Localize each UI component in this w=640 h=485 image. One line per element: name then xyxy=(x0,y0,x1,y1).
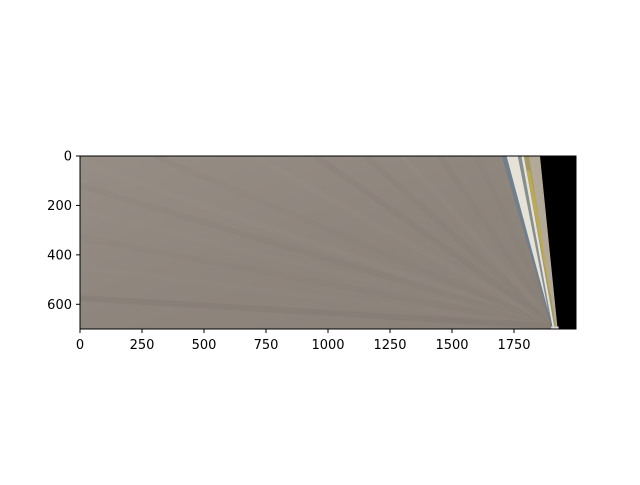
image-streak xyxy=(437,156,559,329)
image-ground xyxy=(80,156,576,329)
image-streak xyxy=(153,156,558,329)
image-streak xyxy=(400,156,559,329)
image-streak xyxy=(363,156,559,329)
image-streak xyxy=(80,207,557,329)
x-tick-label: 500 xyxy=(192,338,217,353)
axes-frame xyxy=(79,155,577,330)
x-tick-label: 1500 xyxy=(435,338,468,353)
image-edge-blue xyxy=(501,156,554,327)
image-streak xyxy=(313,156,558,329)
image-streak xyxy=(80,295,557,329)
image-bottom-corner xyxy=(551,326,559,329)
x-tick-label: 1750 xyxy=(497,338,530,353)
x-axis: 0 250 500 750 1000 1250 1500 1750 xyxy=(76,329,531,353)
x-tick-label: 1000 xyxy=(311,338,344,353)
image-black-region xyxy=(540,156,576,329)
warped-image xyxy=(80,156,576,329)
x-tick-label: 0 xyxy=(76,338,84,353)
image-streak xyxy=(80,234,557,329)
image-streak xyxy=(80,264,557,329)
image-streak xyxy=(474,156,559,328)
x-tick-label: 250 xyxy=(130,338,155,353)
y-axis: 0 200 400 600 xyxy=(47,150,80,313)
image-streak xyxy=(252,156,558,329)
x-tick-label: 1250 xyxy=(373,338,406,353)
image-edge-tan xyxy=(528,156,558,327)
image-edge-dark xyxy=(517,156,553,327)
y-tick-label: 0 xyxy=(64,150,72,165)
y-tick-label: 400 xyxy=(47,248,72,263)
y-tick-label: 600 xyxy=(47,298,72,313)
image-streak xyxy=(80,160,558,329)
y-tick-label: 200 xyxy=(47,199,72,214)
x-tick-label: 750 xyxy=(254,338,279,353)
image-streak xyxy=(80,182,558,329)
